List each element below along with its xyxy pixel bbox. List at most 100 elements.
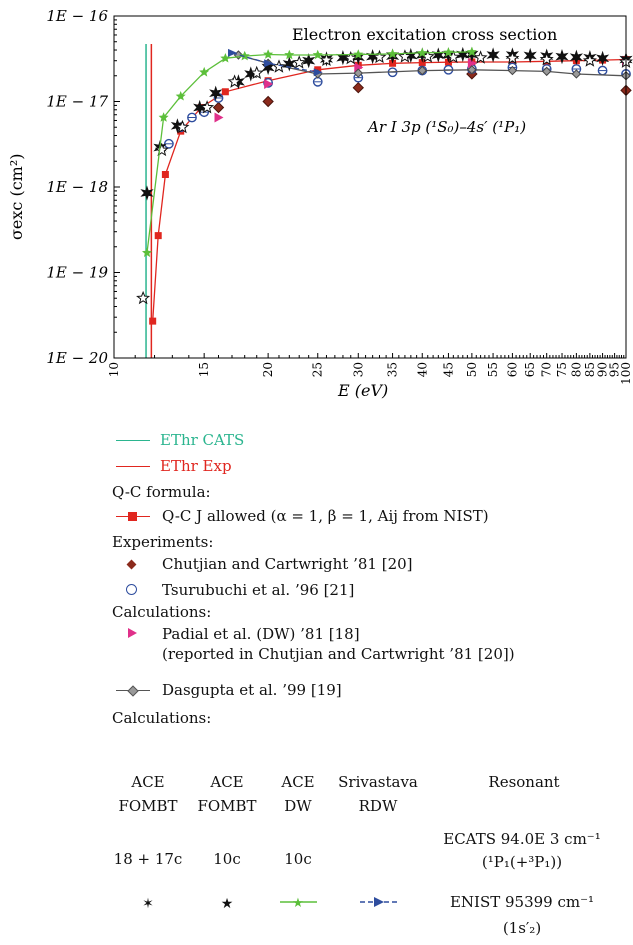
- col5-row2: ECATS 94.0E 3 cm⁻¹: [443, 830, 601, 848]
- x-tick-label: 20: [261, 362, 275, 377]
- x-tick-label: 10: [107, 362, 121, 377]
- col2-row3: 10c: [213, 850, 241, 868]
- x-tick-label: 35: [386, 362, 400, 377]
- series-line: [231, 52, 318, 73]
- fombt-star5-point: [200, 100, 215, 114]
- y-tick-label: 1E − 19: [46, 264, 108, 282]
- fombt-star5-point: [175, 119, 190, 134]
- fombt-star6-point: [596, 50, 610, 66]
- legend-label-ethr-exp: EThr Exp: [160, 457, 232, 475]
- fombt-star5-point: [473, 50, 488, 64]
- col5-row1: Resonant: [488, 773, 560, 791]
- col5-row3: (¹P₁(+³P₁)): [481, 853, 563, 871]
- dw-star-point: [142, 247, 152, 258]
- triangle-marker-icon: [128, 628, 137, 638]
- dw-star-point: [158, 112, 169, 122]
- series-line: [146, 51, 472, 253]
- y-tick-label: 1E − 17: [46, 93, 108, 111]
- dasgupta-diamond-point: [353, 68, 363, 78]
- dw-star-point: [263, 49, 274, 59]
- dw-star-point: [353, 49, 364, 59]
- qc-square-point: [161, 171, 169, 179]
- x-tick-label: 90: [596, 362, 610, 377]
- y-tick-label: 1E − 16: [46, 7, 108, 25]
- legend-qc-header: Q-C formula:: [112, 483, 211, 501]
- legend-exp-header: Experiments:: [112, 533, 214, 551]
- fombt-star6-point: [302, 53, 316, 69]
- padial-triangle-point: [264, 79, 274, 90]
- plot-area-border: [113, 15, 627, 359]
- chart-title: Electron excitation cross section: [292, 25, 557, 44]
- x-tick-label: 85: [583, 362, 597, 377]
- legend-calc1: Padial et al. (DW) ’81 [18]: [112, 625, 360, 645]
- x-axis-label: E (eV): [337, 381, 388, 400]
- fombt-star5-point: [154, 142, 169, 157]
- dw-star-point: [284, 49, 295, 60]
- fombt-star5-point: [292, 55, 307, 69]
- fombt-star5-point: [582, 53, 597, 67]
- fombt-star5-point: [227, 74, 242, 88]
- col5-row4: ENIST 95399 cm⁻¹: [449, 893, 595, 911]
- fombt-star5-point: [343, 50, 358, 65]
- dw-star-point: [312, 49, 323, 60]
- dw-star-point: [417, 47, 428, 58]
- fombt-star6-point: [555, 48, 569, 65]
- legend-label-exp2: Tsurubuchi et al. ’96 [21]: [162, 581, 355, 599]
- table-star6-icon: ✶: [142, 896, 154, 912]
- x-tick-label: 60: [505, 362, 519, 377]
- legend-ethr-cats: EThr CATS: [112, 431, 244, 453]
- x-tick-label: 50: [465, 362, 479, 377]
- x-tick-label: 30: [351, 362, 365, 377]
- chutjian-diamond-point: [212, 101, 225, 114]
- fombt-star5-point: [319, 52, 334, 67]
- legend-ethr-exp: EThr Exp: [112, 457, 232, 481]
- x-tick-label: 40: [415, 362, 429, 377]
- chutjian-diamond-point: [352, 81, 364, 94]
- legend-line-exp: [116, 466, 150, 467]
- fombt-star5-point: [446, 49, 461, 64]
- padial-triangle-point: [214, 112, 224, 123]
- qc-square-point: [149, 317, 157, 325]
- dw-star-point: [175, 90, 186, 101]
- legend-label-qc: Q-C J allowed (α = 1, β = 1, Aij from NI…: [162, 507, 489, 525]
- legend-exp1: Chutjian and Cartwright ’81 [20]: [112, 555, 413, 581]
- qc-square-point: [221, 88, 229, 96]
- legend-calc2: Dasgupta et al. ’99 [19]: [112, 681, 342, 709]
- legend-calc1b: (reported in Chutjian and Cartwright ’81…: [112, 645, 515, 681]
- fombt-star5-point: [372, 49, 387, 64]
- data-marks: [136, 44, 633, 358]
- fombt-star5-point: [397, 49, 412, 63]
- dw-star-point: [387, 48, 398, 59]
- dw-star-point: [443, 47, 454, 57]
- table-dw-star-icon: ★: [292, 896, 304, 911]
- x-tick-label: 65: [523, 362, 537, 377]
- qc-square-point: [418, 59, 426, 67]
- col3-row3: 10c: [284, 850, 312, 868]
- dasgupta-diamond-point: [507, 65, 518, 76]
- dasgupta-diamond-point: [467, 65, 477, 75]
- legend-qc-item: Q-C J allowed (α = 1, β = 1, Aij from NI…: [112, 507, 489, 531]
- col1-row1: ACE: [131, 773, 165, 791]
- table-star5-icon: ★: [221, 896, 234, 912]
- col4-row1: Srivastava: [338, 773, 418, 791]
- legend-line-cats: [116, 440, 150, 441]
- padial-triangle-point: [467, 58, 477, 69]
- qc-square-point: [154, 232, 162, 240]
- col2-row1: ACE: [210, 773, 244, 791]
- fombt-star6-point: [486, 47, 500, 63]
- col2-row2: FOMBT: [197, 797, 257, 815]
- rdw-triangle-point: [264, 59, 274, 68]
- rdw-triangle-point: [313, 68, 323, 77]
- dw-star-point: [466, 46, 477, 57]
- dw-star-point: [220, 52, 231, 63]
- legend-exp2: Tsurubuchi et al. ’96 [21]: [112, 581, 354, 603]
- fombt-star6-point: [140, 185, 154, 201]
- fombt-star6-point: [523, 47, 537, 64]
- x-tick-label: 100: [619, 362, 633, 385]
- x-tick-label: 15: [197, 362, 211, 377]
- col4-row2: RDW: [358, 797, 398, 815]
- x-tick-label: 55: [486, 362, 500, 377]
